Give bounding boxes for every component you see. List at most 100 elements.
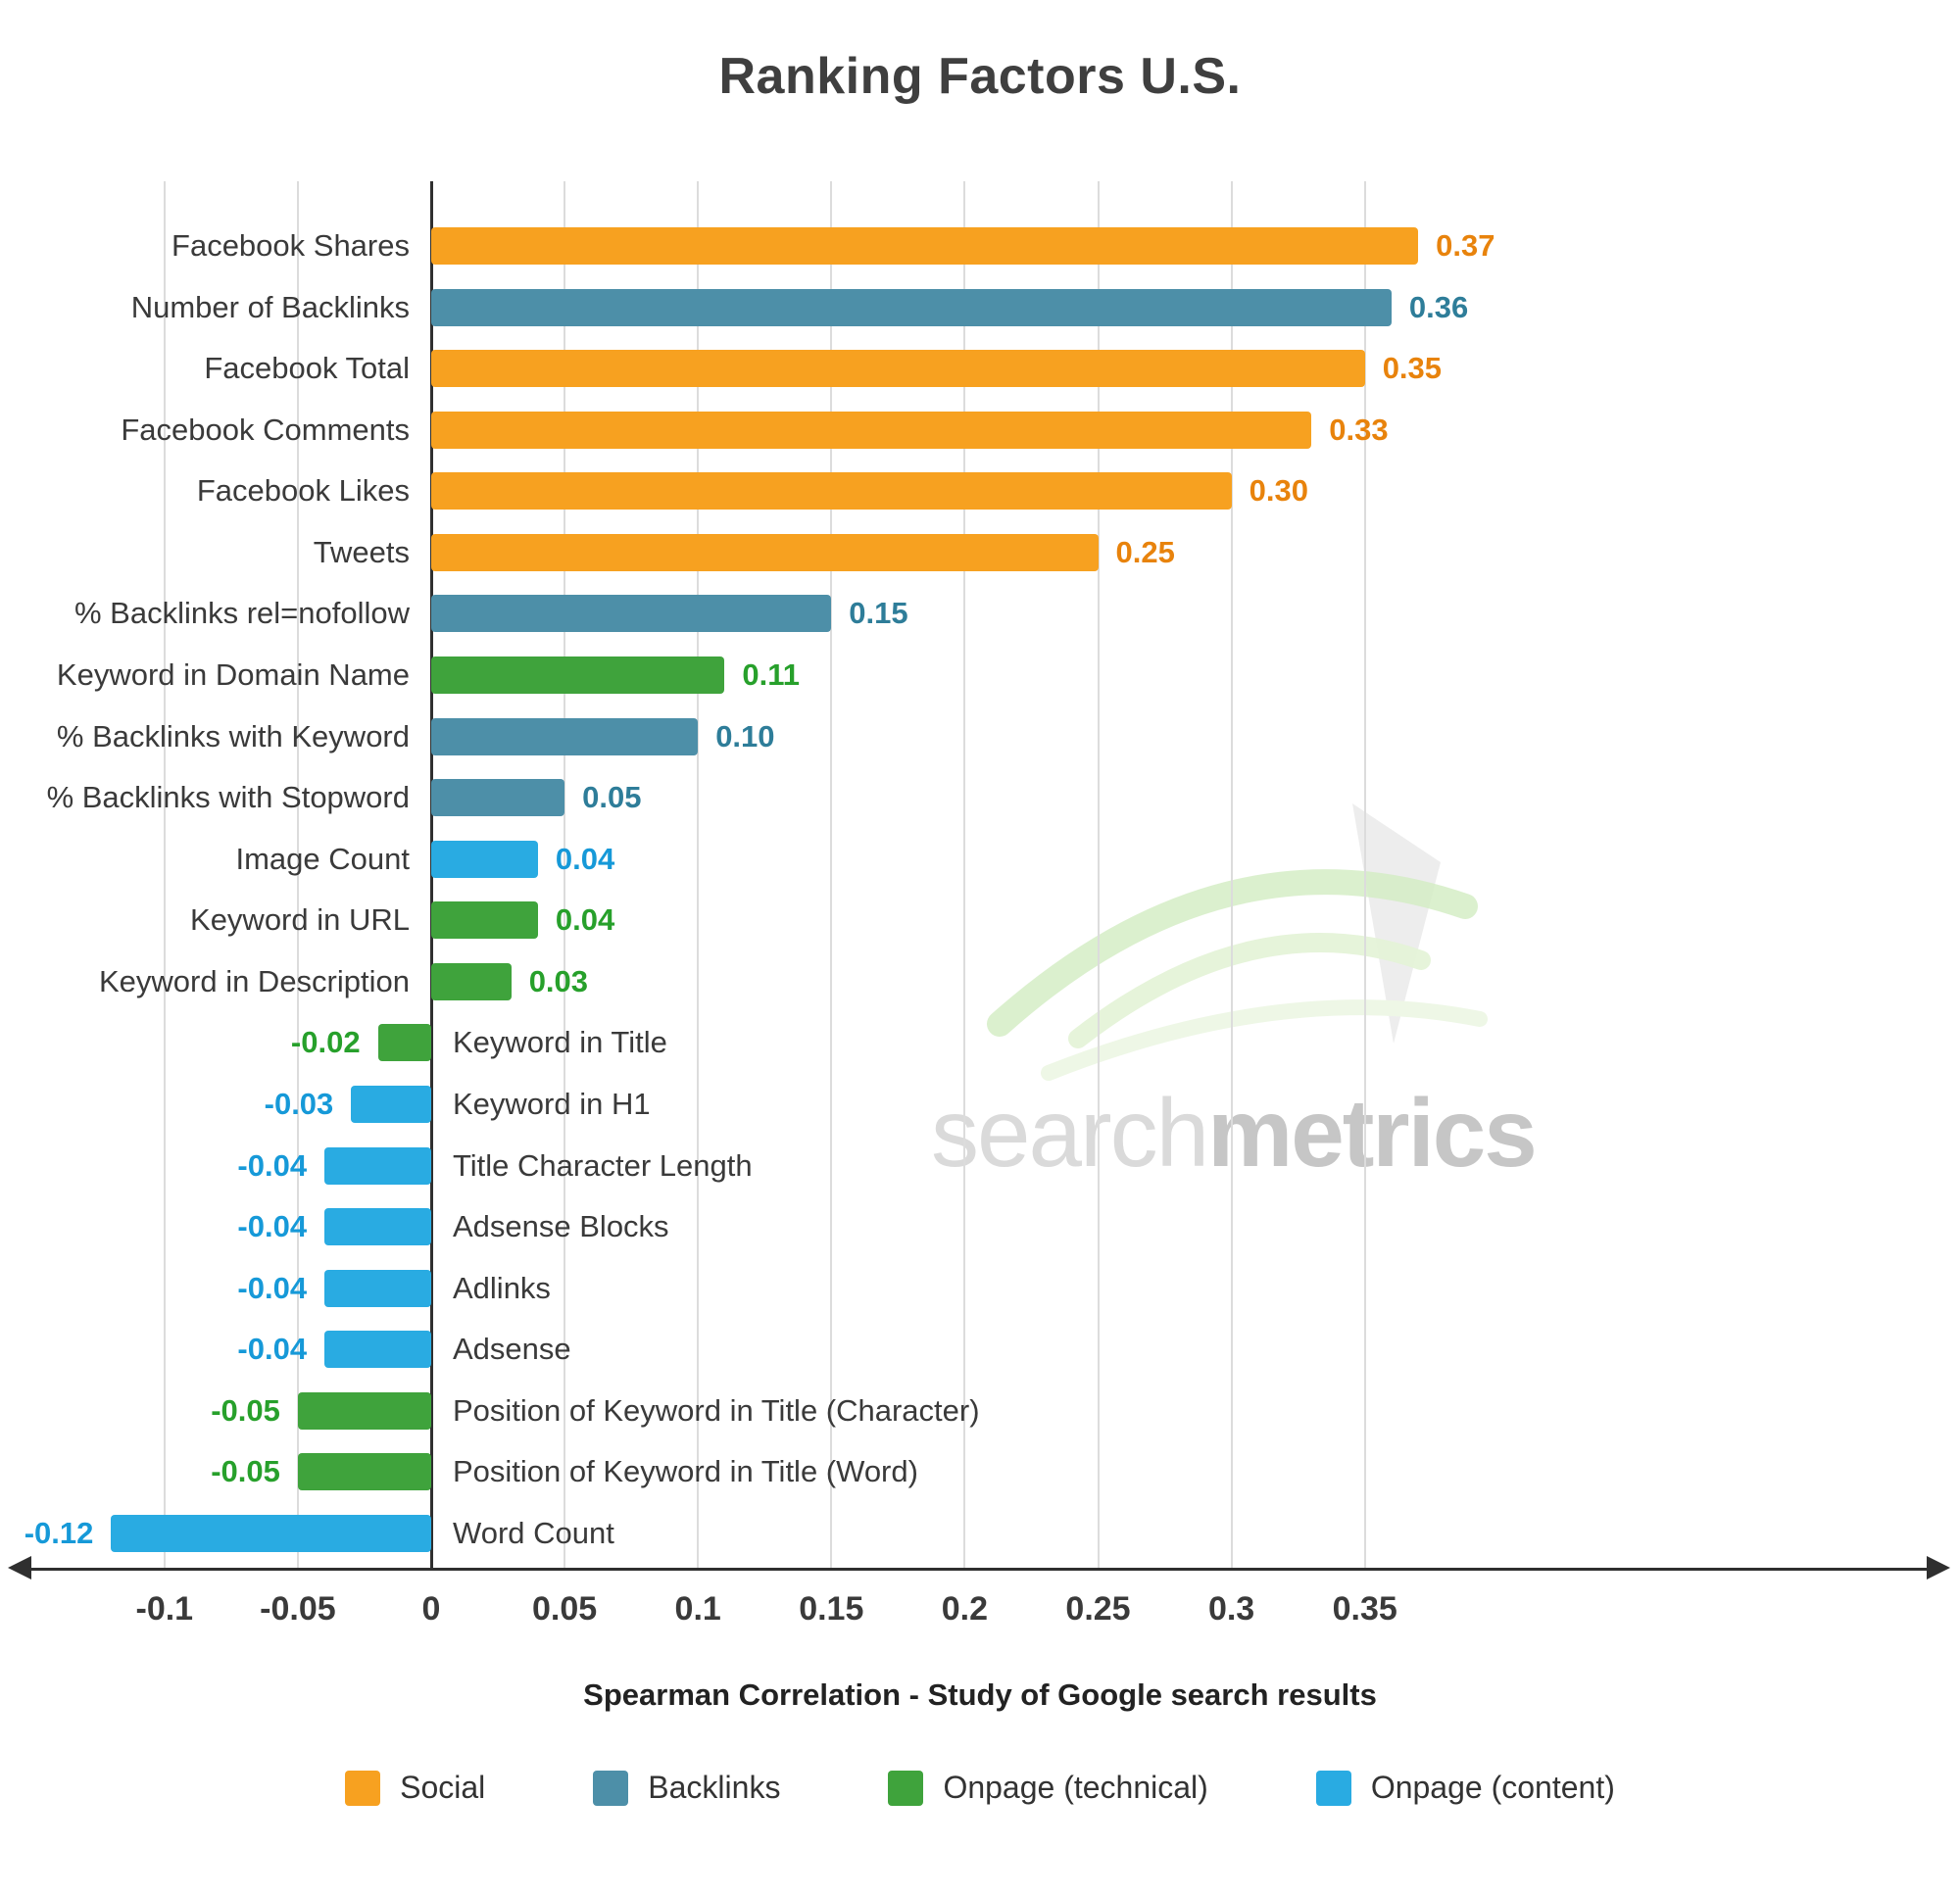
legend-swatch-icon [593, 1770, 629, 1806]
x-tick-label: 0.25 [1065, 1590, 1131, 1628]
legend-item: Social [345, 1770, 485, 1806]
gridline [564, 181, 566, 1569]
x-tick-label: 0.2 [941, 1590, 989, 1628]
bar [324, 1146, 431, 1185]
bar-value: 0.04 [555, 902, 615, 938]
bar-label: Tweets [313, 534, 410, 569]
gridline [830, 181, 833, 1569]
bar-label: Facebook Shares [172, 228, 410, 263]
gridline [1097, 181, 1100, 1569]
x-tick-label: 0 [421, 1590, 441, 1628]
legend-label: Onpage (technical) [943, 1770, 1208, 1805]
bar-label: Adsense Blocks [453, 1209, 669, 1244]
bar-label: % Backlinks with Keyword [56, 718, 410, 754]
chart-title: Ranking Factors U.S. [718, 48, 1242, 105]
bar-label: % Backlinks rel=nofollow [74, 596, 410, 631]
bar [431, 717, 699, 755]
bar-label: Position of Keyword in Title (Word) [453, 1454, 918, 1489]
bar-value: -0.04 [237, 1147, 308, 1183]
gridline [963, 181, 966, 1569]
bar-label: Keyword in H1 [453, 1087, 651, 1121]
bar [351, 1086, 431, 1123]
gridline [1230, 181, 1233, 1569]
x-axis-line [29, 1567, 1929, 1571]
bar-value: 0.03 [528, 963, 589, 998]
x-tick-label: 0.3 [1207, 1590, 1255, 1628]
bar-label: Title Character Length [453, 1147, 753, 1183]
bar [324, 1269, 431, 1307]
bar [431, 840, 538, 878]
bar-label: Keyword in Domain Name [56, 657, 410, 692]
bar-value: 0.04 [555, 841, 615, 876]
x-tick-label: -0.1 [135, 1590, 194, 1628]
bar-label: Facebook Likes [196, 473, 410, 509]
legend-swatch-icon [345, 1770, 381, 1806]
bar-label: Number of Backlinks [130, 289, 410, 324]
bar-value: -0.04 [237, 1209, 308, 1244]
bar-value: 0.33 [1329, 412, 1389, 447]
bar-label: Keyword in Description [98, 963, 410, 998]
bar-label: Keyword in Title [453, 1025, 667, 1060]
legend-swatch-icon [888, 1770, 924, 1806]
bar-label: Keyword in URL [190, 902, 410, 938]
bar-label: Facebook Comments [121, 412, 410, 447]
bar [431, 595, 832, 633]
bar-label: Image Count [235, 841, 411, 876]
bar [431, 472, 1232, 510]
bar-value: 0.36 [1408, 289, 1469, 324]
bar-label: % Backlinks with Stopword [46, 780, 410, 815]
x-tick-label: -0.05 [260, 1590, 336, 1628]
bar [431, 227, 1419, 265]
bar-label: Word Count [453, 1516, 614, 1550]
bar [297, 1391, 431, 1430]
bar [431, 779, 565, 817]
x-axis-arrow-right [1927, 1556, 1950, 1580]
bar-label: Adsense [453, 1332, 571, 1367]
bar [377, 1024, 431, 1062]
bar-value: -0.05 [211, 1454, 280, 1489]
bar-value: 0.35 [1382, 351, 1443, 386]
bar-value: 0.05 [582, 780, 642, 815]
x-tick-label: 0.05 [532, 1590, 598, 1628]
bar [431, 901, 538, 940]
bar [324, 1331, 431, 1369]
legend: Social Backlinks Onpage (technical) Onpage … [0, 1770, 1960, 1806]
bar [431, 533, 1099, 571]
bar-value: 0.15 [849, 596, 908, 631]
gridline [163, 181, 166, 1569]
bar-value: 0.37 [1436, 228, 1495, 263]
bar-value: 0.30 [1249, 473, 1308, 509]
bar-value: -0.02 [290, 1025, 361, 1060]
bar-value: 0.25 [1115, 534, 1175, 569]
gridline [697, 181, 700, 1569]
bar-value: -0.04 [237, 1270, 308, 1305]
bar [431, 411, 1312, 449]
bar-value: -0.12 [24, 1516, 94, 1550]
bar [431, 350, 1365, 388]
legend-item: Onpage (technical) [888, 1770, 1208, 1806]
legend-label: Social [400, 1770, 486, 1805]
x-tick-label: 0.15 [799, 1590, 864, 1628]
bar [111, 1515, 431, 1552]
legend-label: Onpage (content) [1370, 1770, 1615, 1805]
bar [431, 288, 1392, 326]
bar-label: Facebook Total [204, 351, 410, 386]
x-axis-label: Spearman Correlation - Study of Google s… [583, 1677, 1377, 1712]
bar [431, 656, 725, 694]
bar-label: Adlinks [453, 1270, 551, 1305]
bar [431, 962, 512, 1000]
bar-value: -0.03 [264, 1087, 334, 1121]
legend-item: Backlinks [593, 1770, 780, 1806]
legend-swatch-icon [1315, 1770, 1351, 1806]
bar-value: 0.10 [715, 718, 775, 754]
x-axis-arrow-left [8, 1556, 31, 1580]
legend-label: Backlinks [648, 1770, 781, 1805]
bar-value: -0.04 [237, 1332, 308, 1367]
bar [324, 1208, 431, 1246]
legend-item: Onpage (content) [1315, 1770, 1615, 1806]
bar-value: 0.11 [742, 657, 801, 692]
gridline [1363, 181, 1366, 1569]
bar [297, 1453, 431, 1491]
